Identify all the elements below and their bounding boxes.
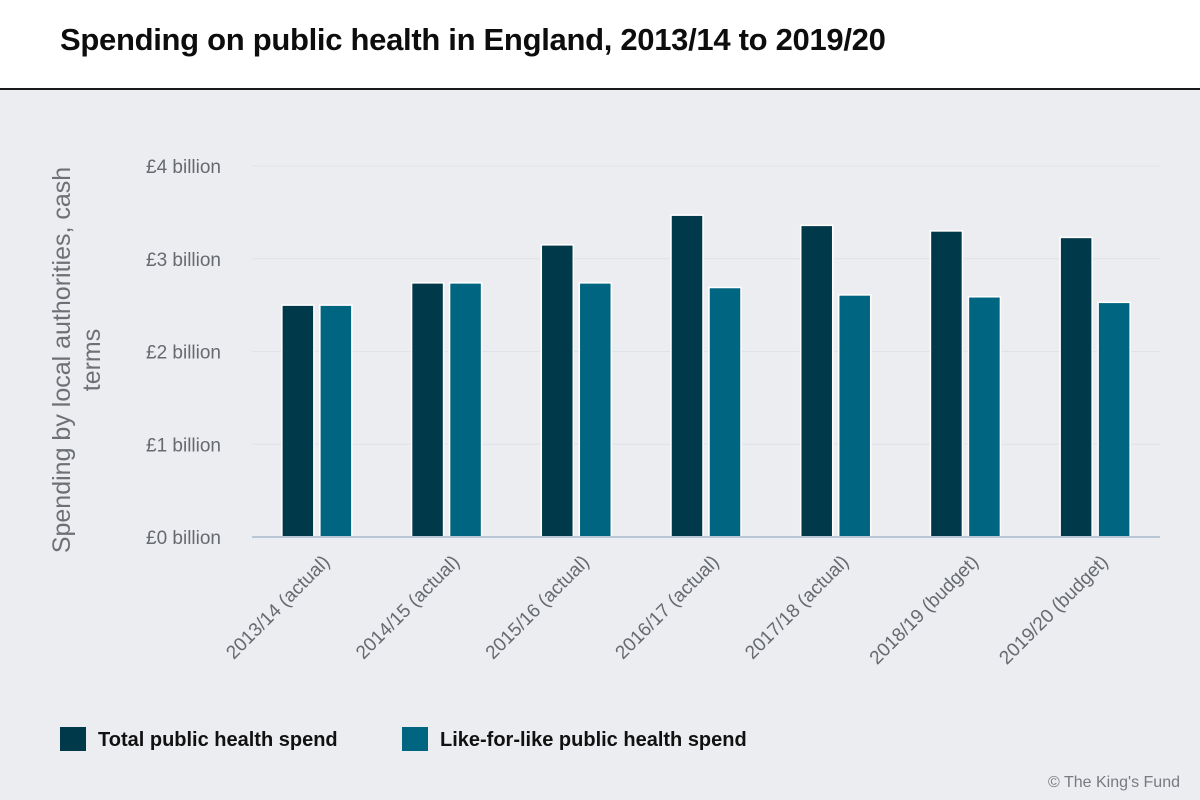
bar-total bbox=[540, 244, 575, 538]
chart-title: Spending on public health in England, 20… bbox=[60, 22, 886, 57]
x-tick-label: 2013/14 (actual) bbox=[222, 552, 334, 664]
legend-label-total: Total public health spend bbox=[98, 729, 338, 751]
y-tick-label: £3 billion bbox=[146, 250, 221, 271]
bar-like-for-like bbox=[708, 286, 742, 538]
x-tick-label: 2019/20 (budget) bbox=[995, 552, 1112, 669]
x-tick-label: 2014/15 (actual) bbox=[352, 552, 464, 664]
bar-total bbox=[410, 282, 445, 538]
bar-like-for-like bbox=[1097, 301, 1131, 538]
y-tick-label: £2 billion bbox=[146, 343, 221, 364]
y-axis-title: Spending by local authorities, cashterms bbox=[48, 167, 106, 553]
bar-like-for-like bbox=[448, 282, 483, 538]
legend-swatch-like-for-like bbox=[402, 727, 428, 751]
bar-like-for-like bbox=[319, 304, 353, 538]
x-tick-label: 2018/19 (budget) bbox=[866, 552, 983, 669]
x-tick-label: 2015/16 (actual) bbox=[482, 552, 594, 664]
bar-like-for-like bbox=[967, 296, 1002, 538]
bar-chart: £0 billion £1 billion £2 billion £3 billion… bbox=[48, 157, 1160, 669]
bar-total bbox=[799, 224, 834, 538]
bar-like-for-like bbox=[837, 294, 872, 538]
header: Spending on public health in England, 20… bbox=[0, 0, 1200, 90]
bar-total bbox=[1059, 236, 1093, 538]
y-tick-label: £1 billion bbox=[146, 435, 221, 456]
bar-total bbox=[670, 214, 704, 538]
bar-like-for-like bbox=[578, 282, 613, 538]
legend-swatch-total bbox=[60, 727, 86, 751]
copyright: © The King's Fund bbox=[1048, 774, 1180, 791]
x-tick-label: 2017/18 (actual) bbox=[741, 552, 853, 664]
legend-label-like-for-like: Like-for-like public health spend bbox=[440, 729, 747, 751]
bar-total bbox=[929, 230, 964, 538]
x-tick-label: 2016/17 (actual) bbox=[612, 552, 724, 664]
y-tick-label: £0 billion bbox=[146, 528, 221, 549]
bar-total bbox=[281, 304, 315, 538]
y-tick-label: £4 billion bbox=[146, 157, 221, 178]
